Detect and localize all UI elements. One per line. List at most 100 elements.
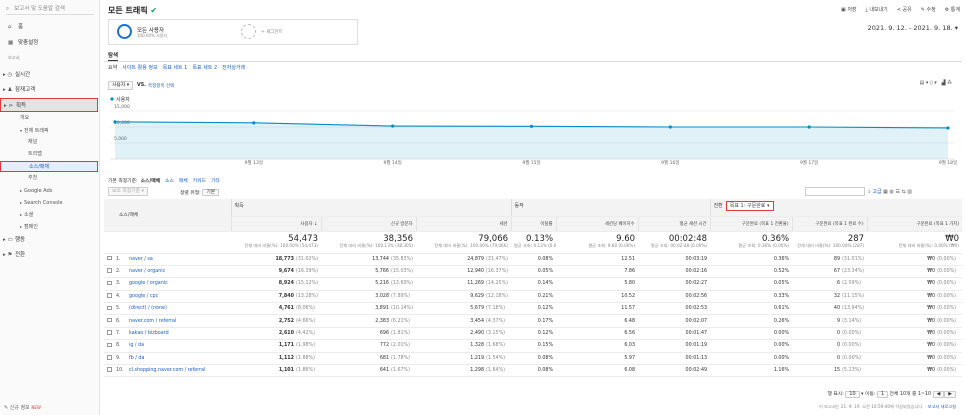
goto-input[interactable]: 1 bbox=[876, 391, 889, 398]
checkbox[interactable] bbox=[104, 277, 116, 291]
nav-icon: ▦ bbox=[8, 40, 14, 46]
metric-percent: (35.83%) bbox=[390, 256, 413, 262]
metric-value: 6.48 bbox=[624, 318, 636, 324]
column-header[interactable]: 세션당 페이지수 bbox=[555, 216, 639, 232]
nav-item[interactable]: ▸ ⋗ 획득 bbox=[0, 98, 98, 112]
add-segment[interactable]: + 세그먼트 bbox=[261, 30, 283, 35]
column-header[interactable]: 사용자 ↓ bbox=[230, 216, 321, 232]
metric-value: 0.08% bbox=[537, 355, 554, 361]
nav-item[interactable]: 개요 bbox=[0, 113, 98, 124]
date-range[interactable]: 2021. 9. 12. - 2021. 9. 18. ▾ bbox=[867, 24, 958, 32]
dimension-option[interactable]: 키워드 bbox=[192, 179, 206, 184]
checkbox-box[interactable] bbox=[107, 255, 112, 261]
source-link[interactable]: fb / da bbox=[129, 355, 145, 361]
checkbox[interactable] bbox=[104, 314, 116, 328]
checkbox[interactable] bbox=[104, 339, 116, 353]
column-header[interactable]: 신규 방문자 bbox=[320, 216, 416, 232]
metric-cell: ₩0 (0.00%) bbox=[867, 364, 963, 378]
checkbox-box[interactable] bbox=[107, 317, 112, 323]
column-header[interactable]: 구문완료 (목표 1 가치) bbox=[866, 216, 963, 232]
source-link[interactable]: google / organic bbox=[129, 281, 168, 287]
source-link[interactable]: naver.com / referral bbox=[129, 318, 177, 324]
nav-item[interactable]: 트리맵 bbox=[0, 149, 98, 160]
toolbar-button[interactable]: ⤓ 내보내기 bbox=[865, 7, 888, 13]
nav-item[interactable]: ▸ Search Console bbox=[0, 197, 98, 208]
next-page[interactable]: ▶ bbox=[944, 391, 956, 398]
dimension-option[interactable]: 기타 bbox=[210, 179, 220, 184]
checkbox[interactable] bbox=[104, 364, 116, 378]
toolbar-button[interactable]: ≺ 공유 bbox=[896, 7, 912, 13]
column-header[interactable]: 이탈률 bbox=[510, 216, 557, 232]
column-header[interactable]: 세션 bbox=[415, 216, 512, 232]
subtab[interactable]: 목표 세트 2 bbox=[192, 65, 218, 71]
dimension-option[interactable]: 매체 bbox=[178, 179, 188, 184]
source-link[interactable]: naver / sa bbox=[129, 256, 153, 262]
dimension-option[interactable]: 소스/매체 bbox=[140, 179, 161, 184]
rows-select[interactable]: 10 bbox=[845, 391, 860, 398]
nav-item[interactable]: ▸ Google Ads bbox=[0, 185, 98, 196]
checkbox[interactable] bbox=[104, 352, 116, 366]
goal-selector[interactable]: 목표 1: 구문완료 ▾ bbox=[725, 201, 774, 211]
subtab[interactable]: 목표 세트 1 bbox=[162, 65, 188, 71]
sort-value[interactable]: 기본 bbox=[202, 189, 220, 196]
column-header[interactable]: 구문완료 (목표 1 전환율) bbox=[709, 216, 793, 232]
nav-item[interactable]: ⌂ 홈 bbox=[0, 22, 98, 33]
checkbox[interactable] bbox=[104, 327, 116, 341]
checkbox-box[interactable] bbox=[107, 355, 112, 360]
table-view-options[interactable]: ⌕ 고급 ▦ ◍ ☰ ⇆ ▥ bbox=[868, 189, 913, 195]
column-header[interactable]: 구문완료 (목표 1 완료 수) bbox=[791, 216, 868, 232]
nav-item[interactable]: ▸ ⚑ 전환 bbox=[0, 248, 98, 262]
secondary-dimension[interactable]: 보조 측정기준 ▾ bbox=[108, 187, 148, 196]
toolbar-button[interactable]: ▣ 저장 bbox=[841, 7, 857, 13]
data-row: 5. (direct) / (none) 4,761 (8.06%) 3,891 (10.… bbox=[104, 302, 963, 316]
nav-item[interactable]: 추천 bbox=[0, 173, 98, 184]
nav-item[interactable]: ▦ 맞춤설정 bbox=[0, 38, 98, 49]
checkbox-box[interactable] bbox=[107, 367, 112, 372]
subtab[interactable]: 요약 bbox=[108, 65, 118, 71]
checkbox-box[interactable] bbox=[107, 330, 112, 335]
checkbox[interactable] bbox=[104, 265, 116, 279]
metric-dropdown[interactable]: 사용자 ▾ bbox=[108, 81, 134, 90]
source-link[interactable]: google / cpc bbox=[129, 293, 159, 299]
checkbox-box[interactable] bbox=[107, 342, 112, 348]
column-header[interactable]: 평균 세션 시간 bbox=[637, 216, 711, 232]
metric-select[interactable]: 측정항목 선택 bbox=[148, 84, 175, 89]
metric-cell: 0.08% bbox=[511, 253, 557, 266]
checkbox-box[interactable] bbox=[107, 293, 112, 298]
nav-item[interactable]: 채널 bbox=[0, 137, 98, 148]
metric-value: 0 bbox=[837, 355, 841, 361]
toolbar-button[interactable]: ⚙ 통계 bbox=[944, 7, 960, 13]
prev-page[interactable]: ◀ bbox=[932, 391, 945, 398]
metric-value: 24,879 bbox=[467, 256, 484, 262]
source-link[interactable]: ig / da bbox=[129, 343, 145, 349]
table-search[interactable] bbox=[805, 187, 865, 196]
whats-new[interactable]: ✎ 신규 정보 NEW bbox=[4, 405, 41, 411]
source-link[interactable]: kakao / bizboard bbox=[129, 331, 169, 337]
checkbox-box[interactable] bbox=[107, 305, 112, 310]
nav-item[interactable]: 소스/매체 bbox=[0, 161, 98, 172]
checkbox-box[interactable] bbox=[107, 268, 112, 273]
source-link[interactable]: naver / organic bbox=[129, 269, 166, 275]
source-link[interactable]: cl.shopping.naver.com / referral bbox=[129, 368, 206, 374]
checkbox[interactable] bbox=[104, 253, 116, 266]
nav-item[interactable]: ▸ 소셜 bbox=[0, 209, 98, 220]
subtab[interactable]: 전자상거래 bbox=[222, 65, 246, 71]
explorer-tab[interactable]: 탐색 bbox=[108, 53, 119, 61]
checkbox-box[interactable] bbox=[107, 280, 112, 286]
nav-item[interactable]: ▸ ♟ 잠재고객 bbox=[0, 83, 98, 97]
search-box[interactable]: ⌕ 보고서 및 도움말 검색 bbox=[6, 4, 94, 15]
toolbar-button[interactable]: ✎ 수정 bbox=[920, 7, 936, 13]
refresh-link[interactable]: 보고서 새로고침 bbox=[927, 404, 956, 409]
chart-options[interactable]: ▤ ▾ ▯ ▾ ▟ ⁂ bbox=[919, 80, 952, 86]
nav-item[interactable]: ▸ ▭ 행동 bbox=[0, 233, 98, 247]
segment-name[interactable]: 모든 사용자 bbox=[137, 28, 165, 34]
nav-item[interactable]: ▾ 전체 트래픽 bbox=[0, 125, 98, 136]
goal-label: 목표 1: 구문완료 bbox=[729, 203, 766, 209]
dimension-option[interactable]: 소스 bbox=[165, 179, 174, 184]
source-link[interactable]: (direct) / (none) bbox=[129, 306, 167, 312]
nav-item[interactable]: ▸ 캠페인 bbox=[0, 221, 98, 232]
checkbox[interactable] bbox=[104, 290, 116, 304]
checkbox[interactable] bbox=[104, 302, 116, 316]
subtab[interactable]: 사이트 활용 정보 bbox=[122, 65, 158, 71]
nav-item[interactable]: ▸ ◷ 실시간 bbox=[0, 68, 98, 82]
